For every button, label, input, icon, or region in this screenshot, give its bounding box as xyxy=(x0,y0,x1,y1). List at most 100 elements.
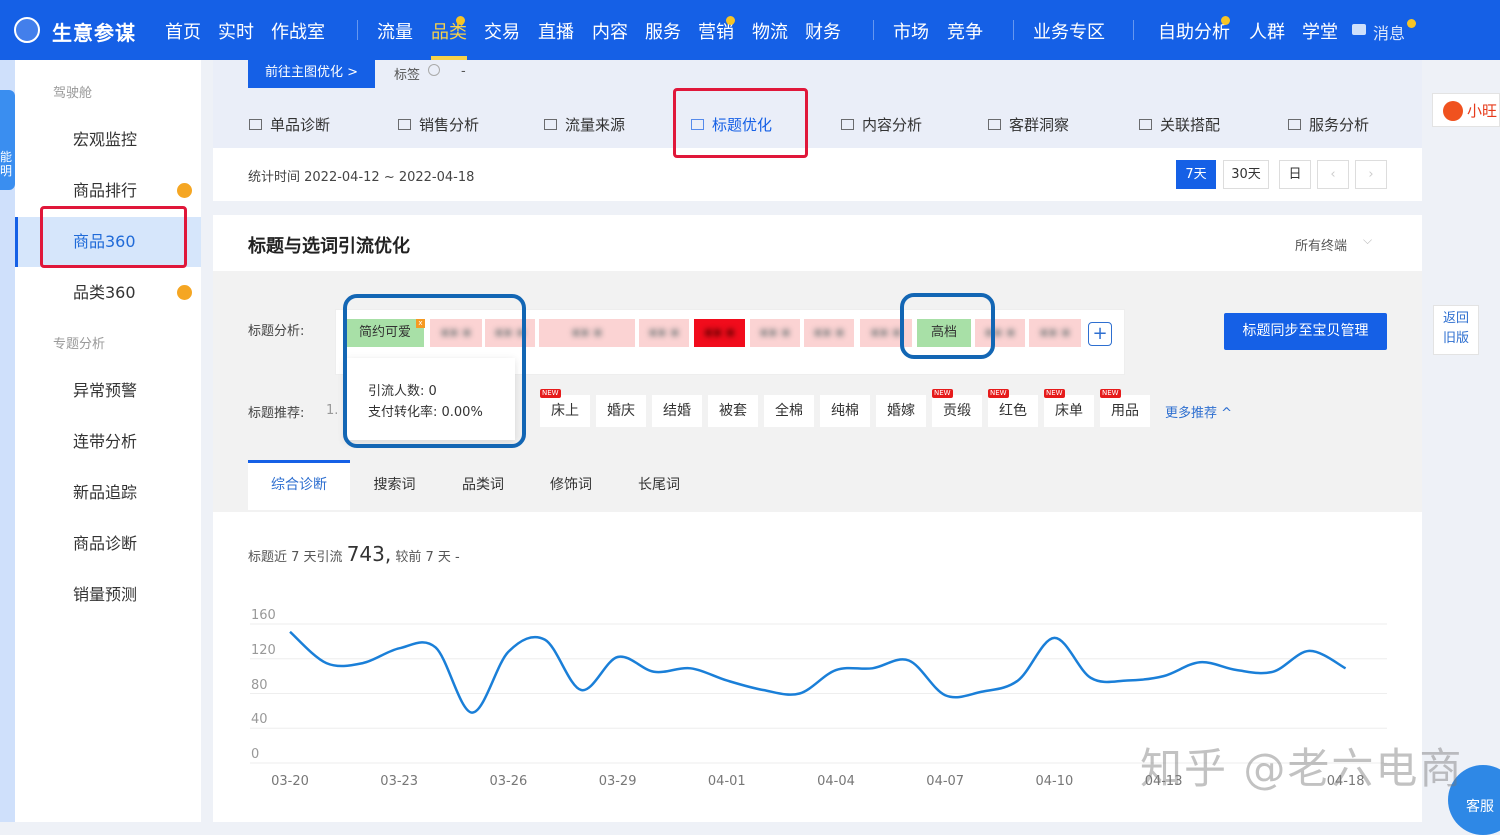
chevron-down-icon[interactable]: ⌵ xyxy=(1363,233,1373,247)
nav-item-15[interactable]: 自助分析 xyxy=(1158,22,1230,43)
nav-item-6[interactable]: 直播 xyxy=(538,22,574,43)
subtab-2[interactable]: 品类词 xyxy=(462,477,504,493)
tab-2[interactable]: 流量来源 xyxy=(544,114,625,135)
data-point-03-25[interactable] xyxy=(469,710,475,716)
nav-item-2[interactable]: 作战室 xyxy=(271,22,325,43)
data-point-04-11[interactable] xyxy=(1088,675,1094,681)
title-tag-weak[interactable]: ▪▪ ▪ xyxy=(750,319,800,347)
help-icon[interactable] xyxy=(428,64,440,76)
subtab-0[interactable]: 综合诊断 xyxy=(248,460,350,510)
terminal-select[interactable]: 所有终端 xyxy=(1295,239,1348,254)
title-tag-good[interactable]: 高档 xyxy=(917,319,971,347)
title-tag-bad[interactable]: ▪▪ ▪ xyxy=(694,319,745,347)
recommend-word[interactable]: 全棉 xyxy=(764,395,814,427)
title-tag-weak[interactable]: ▪▪ ▪ xyxy=(639,319,689,347)
nav-item-1[interactable]: 实时 xyxy=(218,22,254,43)
sidebar-item-product360[interactable]: 商品360 xyxy=(15,217,201,267)
xiaowang-badge[interactable]: 小旺 xyxy=(1432,93,1500,127)
title-tag-weak[interactable]: ▪▪ ▪ xyxy=(430,319,482,347)
nav-item-0[interactable]: 首页 xyxy=(165,22,201,43)
nav-item-11[interactable]: 财务 xyxy=(805,22,841,43)
sidebar-item-category360[interactable]: 品类360 xyxy=(73,283,136,302)
tab-5[interactable]: 客群洞察 xyxy=(988,114,1069,135)
recommend-word[interactable]: 纯棉 xyxy=(820,395,870,427)
recommend-word[interactable]: 结婚 xyxy=(652,395,702,427)
data-point-03-20[interactable] xyxy=(287,629,293,635)
sidebar-item-forecast[interactable]: 销量预测 xyxy=(73,585,138,604)
brand-name[interactable]: 生意参谋 xyxy=(52,21,136,45)
nav-item-12[interactable]: 市场 xyxy=(893,22,929,43)
recommend-word[interactable]: 婚庆 xyxy=(596,395,646,427)
tab-3[interactable]: 标题优化 xyxy=(691,114,772,135)
sidebar-item-ranking[interactable]: 商品排行 xyxy=(73,181,138,200)
tab-6[interactable]: 关联搭配 xyxy=(1139,114,1220,135)
recommend-word[interactable]: 床上 NEW xyxy=(540,389,590,427)
period-30d-button[interactable]: 30天 xyxy=(1223,160,1269,189)
title-tag-weak[interactable]: ▪▪ ▪ xyxy=(485,319,535,347)
data-point-04-18[interactable] xyxy=(1343,665,1349,671)
data-point-03-31[interactable] xyxy=(687,665,693,671)
messages-link[interactable]: 消息 xyxy=(1373,24,1406,43)
data-point-03-29[interactable] xyxy=(615,654,621,660)
nav-item-10[interactable]: 物流 xyxy=(752,22,788,43)
data-point-03-30[interactable] xyxy=(651,669,657,675)
prev-icon[interactable]: ‹ xyxy=(1317,160,1349,189)
subtab-1[interactable]: 搜索词 xyxy=(373,477,416,493)
sidebar-item-macro[interactable]: 宏观监控 xyxy=(73,130,138,149)
tab-7[interactable]: 服务分析 xyxy=(1288,114,1369,135)
title-tag-weak[interactable]: ▪▪ ▪ xyxy=(1029,319,1081,347)
data-point-04-09[interactable] xyxy=(1015,677,1021,683)
tab-0[interactable]: 单品诊断 xyxy=(249,114,330,135)
data-point-04-05[interactable] xyxy=(869,665,875,671)
data-point-04-14[interactable] xyxy=(1197,659,1203,665)
next-icon[interactable]: › xyxy=(1355,160,1387,189)
recommend-word[interactable]: 贡缎 NEW xyxy=(932,389,982,427)
nav-item-16[interactable]: 人群 xyxy=(1249,22,1285,43)
nav-item-13[interactable]: 竞争 xyxy=(947,22,983,43)
title-tag-weak[interactable]: ▪▪ ▪ xyxy=(539,319,635,347)
go-main-image-button[interactable]: 前往主图优化 > xyxy=(248,60,375,88)
subtab-4[interactable]: 长尾词 xyxy=(638,477,680,493)
nav-item-3[interactable]: 流量 xyxy=(377,22,413,43)
data-point-04-16[interactable] xyxy=(1270,669,1276,675)
back-old-version-button[interactable]: 返回旧版 xyxy=(1433,305,1479,355)
data-point-04-08[interactable] xyxy=(979,689,985,695)
nav-item-4[interactable]: 品类 xyxy=(431,22,467,43)
sidebar-item-diagnosis[interactable]: 商品诊断 xyxy=(73,534,138,553)
title-tag-weak[interactable]: ▪▪ ▪ xyxy=(804,319,854,347)
recommend-word[interactable]: 红色 NEW xyxy=(988,389,1038,427)
data-point-04-02[interactable] xyxy=(760,687,766,693)
data-point-04-10[interactable] xyxy=(1051,635,1057,641)
period-day-button[interactable]: 日 xyxy=(1279,160,1311,189)
add-icon[interactable]: + xyxy=(1088,322,1112,346)
data-point-04-06[interactable] xyxy=(906,657,912,663)
nav-item-7[interactable]: 内容 xyxy=(592,22,628,43)
data-point-04-07[interactable] xyxy=(942,692,948,698)
data-point-04-15[interactable] xyxy=(1233,667,1239,673)
data-point-04-03[interactable] xyxy=(797,691,803,697)
data-point-03-22[interactable] xyxy=(360,660,366,666)
nav-item-8[interactable]: 服务 xyxy=(645,22,681,43)
remove-tag-icon[interactable]: x xyxy=(416,319,425,328)
data-point-03-24[interactable] xyxy=(433,644,439,650)
recommend-word[interactable]: 床单 NEW xyxy=(1044,389,1094,427)
recommend-word[interactable]: 用品 NEW xyxy=(1100,389,1150,427)
recommend-word[interactable]: 婚嫁 xyxy=(876,395,926,427)
period-7d-button[interactable]: 7天 xyxy=(1176,160,1216,189)
tab-1[interactable]: 销售分析 xyxy=(398,114,479,135)
data-point-03-23[interactable] xyxy=(396,645,402,651)
sidebar-item-new[interactable]: 新品追踪 xyxy=(73,483,138,502)
more-recommend-link[interactable]: 更多推荐 ^ xyxy=(1165,406,1233,421)
subtab-3[interactable]: 修饰词 xyxy=(550,477,592,493)
data-point-03-26[interactable] xyxy=(505,649,511,655)
data-point-03-27[interactable] xyxy=(542,637,548,643)
data-point-04-04[interactable] xyxy=(833,667,839,673)
nav-item-9[interactable]: 营销 xyxy=(698,22,734,43)
data-point-04-17[interactable] xyxy=(1306,648,1312,654)
data-point-04-01[interactable] xyxy=(724,677,730,683)
sidebar-item-linked[interactable]: 连带分析 xyxy=(73,432,138,451)
recommend-word[interactable]: 被套 xyxy=(708,395,758,427)
data-point-03-28[interactable] xyxy=(578,687,584,693)
data-point-03-21[interactable] xyxy=(323,660,329,666)
sidebar-item-alert[interactable]: 异常预警 xyxy=(73,381,138,400)
